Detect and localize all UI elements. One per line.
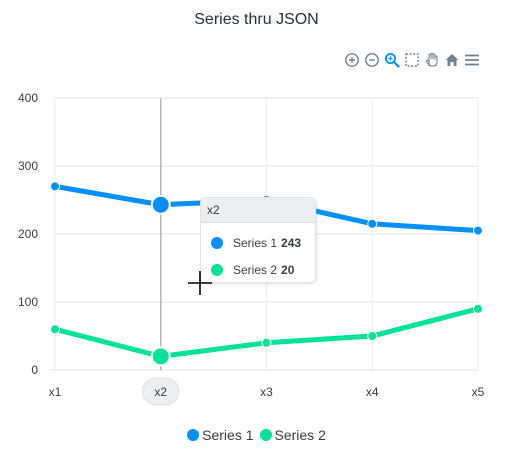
y-tick-label: 0 <box>31 363 38 377</box>
tooltip-label: Series 2 <box>233 263 278 277</box>
series-2-point <box>473 303 483 314</box>
reset-home-icon[interactable] <box>444 52 460 68</box>
menu-icon[interactable] <box>464 52 480 68</box>
selection-icon[interactable] <box>404 52 420 68</box>
x-tick-label: x5 <box>472 385 485 399</box>
zoom-selection-icon[interactable] <box>384 52 400 68</box>
x-tick-label: x3 <box>260 385 273 399</box>
y-tick-label: 200 <box>18 227 38 241</box>
tooltip-row-series-2: Series 2 20 <box>201 263 315 277</box>
zoom-in-icon[interactable] <box>344 52 360 68</box>
series-1-point <box>473 225 483 236</box>
tooltip-title: x2 <box>201 198 315 223</box>
x-tick-label: x2 <box>154 385 167 399</box>
legend-label: Series 2 <box>274 427 326 443</box>
tooltip-marker-series-1 <box>211 237 223 249</box>
y-tick-label: 100 <box>18 295 38 309</box>
legend-item-series-2[interactable]: Series 2 <box>259 427 326 443</box>
tooltip-value: 243 <box>281 236 302 250</box>
series-2-point <box>50 324 60 335</box>
series-1-point <box>367 218 378 229</box>
series-2-point <box>261 337 272 348</box>
legend-item-series-1[interactable]: Series 1 <box>187 427 254 443</box>
chart-toolbar <box>344 51 480 69</box>
chart-tooltip: x2 Series 1 243 Series 2 20 <box>200 197 316 283</box>
legend-marker-series-1 <box>187 429 200 441</box>
x-tick-label: x4 <box>366 385 379 399</box>
series-2-point <box>150 346 171 367</box>
y-tick-label: 400 <box>18 91 38 105</box>
series-1-point <box>50 181 60 192</box>
series-2-point <box>367 331 378 341</box>
chart-title: Series thru JSON <box>194 11 319 28</box>
tooltip-label: Series 1 <box>233 236 278 250</box>
x-tick-label: x1 <box>49 385 62 399</box>
tooltip-row-series-1: Series 1 243 <box>201 236 315 250</box>
crosshair-cursor-icon <box>188 271 212 295</box>
chart-legend: Series 1 Series 2 <box>0 427 513 443</box>
legend-label: Series 1 <box>202 427 254 443</box>
series-1-point <box>150 194 171 215</box>
legend-marker-series-2 <box>259 429 272 441</box>
tooltip-value: 20 <box>281 263 295 277</box>
zoom-out-icon[interactable] <box>364 52 380 68</box>
tooltip-marker-series-2 <box>211 264 223 276</box>
x-label-highlight <box>142 377 180 406</box>
y-tick-label: 300 <box>18 159 38 173</box>
pan-hand-icon[interactable] <box>424 52 440 68</box>
